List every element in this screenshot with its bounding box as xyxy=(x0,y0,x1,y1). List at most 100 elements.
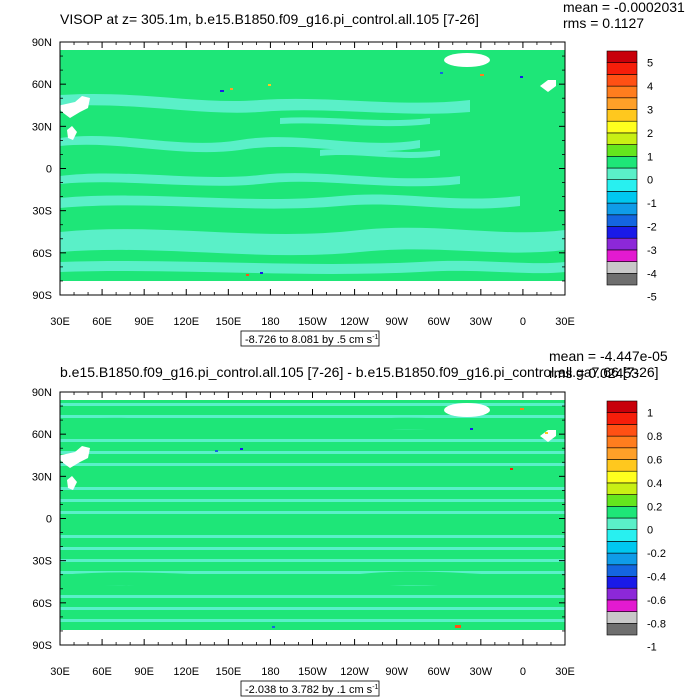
range-box: -8.726 to 8.081 by .5 cm s-1 xyxy=(240,330,380,347)
y-tick-label: 60S xyxy=(32,598,52,610)
colorbar-label: -3 xyxy=(647,245,657,257)
x-tick-label: 90W xyxy=(385,316,408,328)
colorbar-swatch xyxy=(606,144,638,157)
colorbar-swatch xyxy=(606,576,638,589)
colorbar-label: -0.4 xyxy=(647,572,666,584)
colorbar-label: -1 xyxy=(647,198,657,210)
range-label: -2.038 to 3.782 by .1 cm s-1 xyxy=(245,684,379,696)
y-tick-label: 60S xyxy=(32,248,52,260)
colorbar-swatch xyxy=(606,85,638,99)
x-tick-label: 150W xyxy=(298,316,327,328)
colorbar: 1 0.8 0.6 0.4 0.2 0 -0.2 -0.4 -0.6 -0.8 -1 xyxy=(606,400,666,654)
x-tick-label: 30E xyxy=(555,666,575,678)
colorbar-swatch xyxy=(606,424,638,437)
colorbar-swatch xyxy=(606,412,638,425)
land-mask-west xyxy=(57,446,90,468)
y-tick-label: 90N xyxy=(32,37,52,49)
colorbar-label: -0.2 xyxy=(647,548,666,560)
mean-label: mean = -0.0002031 xyxy=(563,0,685,15)
range-box: -2.038 to 3.782 by .1 cm s-1 xyxy=(240,680,380,697)
x-tick-label: 30E xyxy=(50,316,70,328)
x-tick-label: 180 xyxy=(261,666,279,678)
rms-label: rms = 0.02453 xyxy=(549,365,639,381)
colorbar-swatch xyxy=(606,237,638,251)
panel-bottom: b.e15.B1850.f09_g16.pi_control.all.105 [… xyxy=(32,348,668,697)
y-tick-label: 90S xyxy=(32,290,52,302)
x-tick-label: 60E xyxy=(92,666,112,678)
colorbar-swatch xyxy=(606,505,638,519)
colorbar-swatch xyxy=(606,622,638,636)
colorbar-swatch xyxy=(606,470,638,484)
colorbar-swatch xyxy=(606,611,638,624)
colorbar-swatch xyxy=(606,191,638,204)
x-tick-label: 150E xyxy=(215,316,241,328)
colorbar-swatch xyxy=(606,529,638,542)
x-tick-label: 120W xyxy=(340,666,369,678)
colorbar-swatch xyxy=(606,97,638,110)
y-tick-label: 90N xyxy=(32,387,52,399)
colorbar-label: -2 xyxy=(647,222,657,234)
x-tick-label: 0 xyxy=(520,316,526,328)
colorbar-label: 5 xyxy=(647,58,653,70)
colorbar-swatch xyxy=(606,272,638,286)
anomaly-bands xyxy=(60,417,565,592)
axes: 30E 60E 90E 120E 150E 180 150W 120W 90W 60W 30W 0 30… xyxy=(32,387,575,678)
x-tick-label: 120W xyxy=(340,316,369,328)
colorbar-label: 0.4 xyxy=(647,478,662,490)
x-tick-label: 0 xyxy=(520,666,526,678)
y-tick-label: 30S xyxy=(32,556,52,568)
y-tick-label: 30S xyxy=(32,206,52,218)
map-plot xyxy=(57,391,566,646)
colorbar-swatch xyxy=(606,214,638,227)
colorbar: 5 4 3 2 1 0 -1 -2 -3 -4 -5 xyxy=(606,50,657,304)
colorbar-label: 0.8 xyxy=(647,431,662,443)
y-tick-label: 0 xyxy=(46,164,52,176)
colorbar-label: 1 xyxy=(647,408,653,420)
y-tick-label: 30N xyxy=(32,121,52,133)
x-tick-label: 60W xyxy=(427,316,450,328)
x-tick-label: 30W xyxy=(470,316,493,328)
colorbar-swatch xyxy=(606,517,638,530)
anomaly-specks xyxy=(215,408,548,628)
colorbar-label: 0 xyxy=(647,175,653,187)
x-tick-label: 60E xyxy=(92,316,112,328)
x-tick-label: 180 xyxy=(261,316,279,328)
colorbar-swatch xyxy=(606,167,638,180)
colorbar-label: -1 xyxy=(647,642,657,654)
colorbar-swatch xyxy=(606,109,638,122)
land-mask-west xyxy=(57,96,90,118)
colorbar-label: -5 xyxy=(647,292,657,304)
y-tick-label: 30N xyxy=(32,471,52,483)
colorbar-label: 2 xyxy=(647,128,653,140)
panel-title: b.e15.B1850.f09_g16.pi_control.all.105 [… xyxy=(60,364,659,380)
rms-label: rms = 0.1127 xyxy=(563,15,644,31)
colorbar-swatch xyxy=(606,494,638,507)
colorbar-swatch xyxy=(606,482,638,495)
colorbar-swatch xyxy=(606,587,638,601)
colorbar-label: 4 xyxy=(647,81,653,93)
land-mask-east xyxy=(540,430,556,442)
colorbar-swatch xyxy=(606,202,638,216)
x-tick-label: 30W xyxy=(470,666,493,678)
map-plot xyxy=(57,41,566,296)
colorbar-swatch xyxy=(606,74,638,87)
x-tick-label: 150W xyxy=(298,666,327,678)
colorbar-label: 0.2 xyxy=(647,501,662,513)
greenland-mask xyxy=(444,53,490,67)
colorbar-label: -0.8 xyxy=(647,618,666,630)
colorbar-label: 3 xyxy=(647,105,653,117)
panel-title: VISOP at z= 305.1m, b.e15.B1850.f09_g16.… xyxy=(60,11,479,27)
colorbar-label: -0.6 xyxy=(647,595,666,607)
colorbar-label: 0 xyxy=(647,525,653,537)
colorbar-label: 0.6 xyxy=(647,455,662,467)
y-tick-label: 0 xyxy=(46,514,52,526)
colorbar-swatch xyxy=(606,552,638,566)
panel-top: VISOP at z= 305.1m, b.e15.B1850.f09_g16.… xyxy=(32,0,685,347)
x-tick-label: 120E xyxy=(173,666,199,678)
land-mask-east xyxy=(540,80,556,92)
greenland-mask xyxy=(444,403,490,417)
colorbar-swatch xyxy=(606,120,638,134)
colorbar-swatch xyxy=(606,50,638,63)
x-tick-label: 30E xyxy=(50,666,70,678)
